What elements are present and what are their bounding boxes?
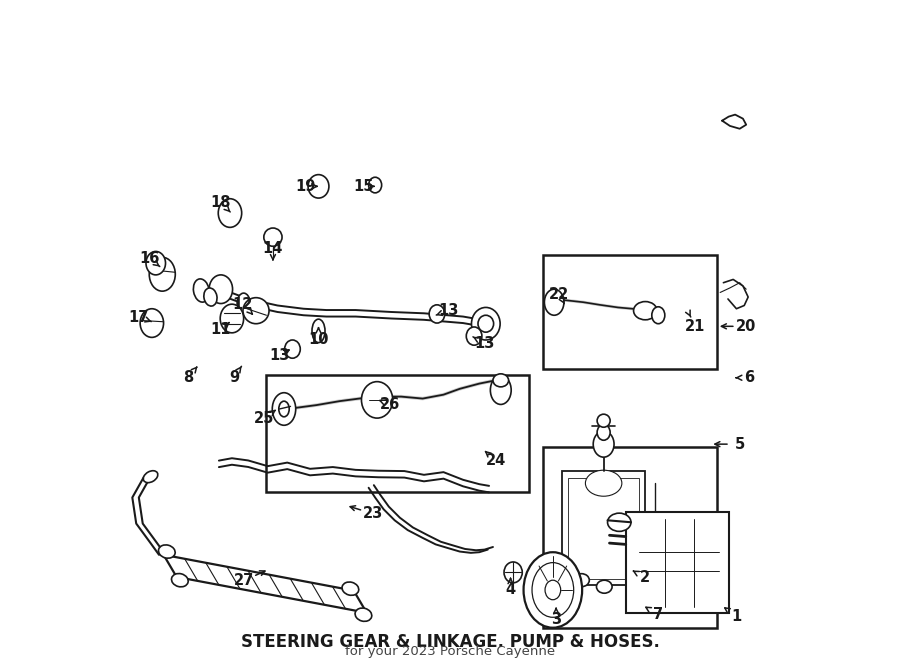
Text: 13: 13 — [269, 348, 290, 363]
Ellipse shape — [493, 374, 508, 387]
Ellipse shape — [573, 574, 590, 587]
Ellipse shape — [472, 307, 500, 340]
Ellipse shape — [194, 279, 210, 302]
Bar — [569, 478, 639, 579]
Ellipse shape — [524, 552, 582, 628]
Ellipse shape — [597, 424, 610, 440]
Text: 6: 6 — [744, 370, 754, 385]
Text: 4: 4 — [506, 582, 516, 598]
Ellipse shape — [143, 471, 157, 483]
Text: 7: 7 — [653, 607, 663, 622]
Ellipse shape — [172, 574, 188, 587]
Text: 9: 9 — [229, 369, 238, 385]
Text: 24: 24 — [485, 453, 506, 468]
Text: 5: 5 — [735, 437, 745, 451]
Bar — [543, 255, 717, 369]
Ellipse shape — [478, 315, 493, 332]
Ellipse shape — [466, 327, 482, 345]
Text: 13: 13 — [438, 303, 459, 318]
Text: 27: 27 — [233, 573, 254, 588]
Text: 20: 20 — [736, 319, 756, 334]
Ellipse shape — [369, 177, 382, 193]
Ellipse shape — [504, 562, 522, 583]
Ellipse shape — [284, 340, 301, 358]
Ellipse shape — [273, 393, 296, 425]
Bar — [626, 512, 729, 613]
Ellipse shape — [264, 228, 282, 247]
Ellipse shape — [220, 304, 244, 333]
Ellipse shape — [342, 582, 359, 596]
Text: 1: 1 — [732, 609, 742, 623]
Ellipse shape — [158, 545, 176, 558]
Ellipse shape — [312, 319, 325, 342]
Bar — [266, 375, 529, 492]
Ellipse shape — [597, 414, 610, 427]
Ellipse shape — [532, 563, 573, 617]
Text: 25: 25 — [255, 410, 274, 426]
Ellipse shape — [149, 257, 176, 291]
Text: for your 2023 Porsche Cayenne: for your 2023 Porsche Cayenne — [345, 644, 555, 658]
Bar — [562, 471, 645, 586]
Ellipse shape — [585, 470, 622, 496]
Text: 26: 26 — [380, 397, 400, 412]
Ellipse shape — [597, 580, 612, 593]
Ellipse shape — [243, 297, 269, 324]
Text: 10: 10 — [309, 332, 328, 347]
Ellipse shape — [308, 175, 328, 198]
Text: 11: 11 — [211, 322, 231, 337]
Ellipse shape — [634, 301, 657, 320]
Text: 17: 17 — [129, 310, 149, 325]
Ellipse shape — [608, 513, 631, 531]
Ellipse shape — [545, 580, 561, 600]
Ellipse shape — [203, 288, 217, 306]
Ellipse shape — [429, 305, 445, 323]
Text: STEERING GEAR & LINKAGE. PUMP & HOSES.: STEERING GEAR & LINKAGE. PUMP & HOSES. — [240, 633, 660, 651]
Bar — [543, 447, 717, 628]
Text: 18: 18 — [211, 195, 231, 210]
Ellipse shape — [544, 290, 564, 315]
Ellipse shape — [279, 401, 289, 417]
Ellipse shape — [146, 251, 166, 275]
Text: 8: 8 — [184, 369, 194, 385]
Text: 16: 16 — [140, 251, 159, 266]
Ellipse shape — [593, 431, 614, 457]
Text: 2: 2 — [640, 570, 651, 585]
Ellipse shape — [209, 275, 232, 303]
Ellipse shape — [362, 381, 392, 418]
Ellipse shape — [237, 293, 250, 314]
Ellipse shape — [652, 307, 665, 324]
Text: 13: 13 — [474, 336, 495, 351]
Ellipse shape — [219, 199, 242, 227]
Text: 22: 22 — [549, 287, 570, 302]
Text: 23: 23 — [363, 506, 383, 522]
Text: 14: 14 — [263, 241, 284, 256]
Ellipse shape — [356, 608, 372, 621]
Text: 19: 19 — [295, 179, 316, 194]
Text: 3: 3 — [551, 612, 562, 627]
Text: 15: 15 — [353, 179, 374, 194]
Ellipse shape — [491, 376, 511, 405]
Text: 12: 12 — [233, 297, 253, 312]
Ellipse shape — [140, 309, 164, 337]
Text: 21: 21 — [685, 319, 706, 334]
